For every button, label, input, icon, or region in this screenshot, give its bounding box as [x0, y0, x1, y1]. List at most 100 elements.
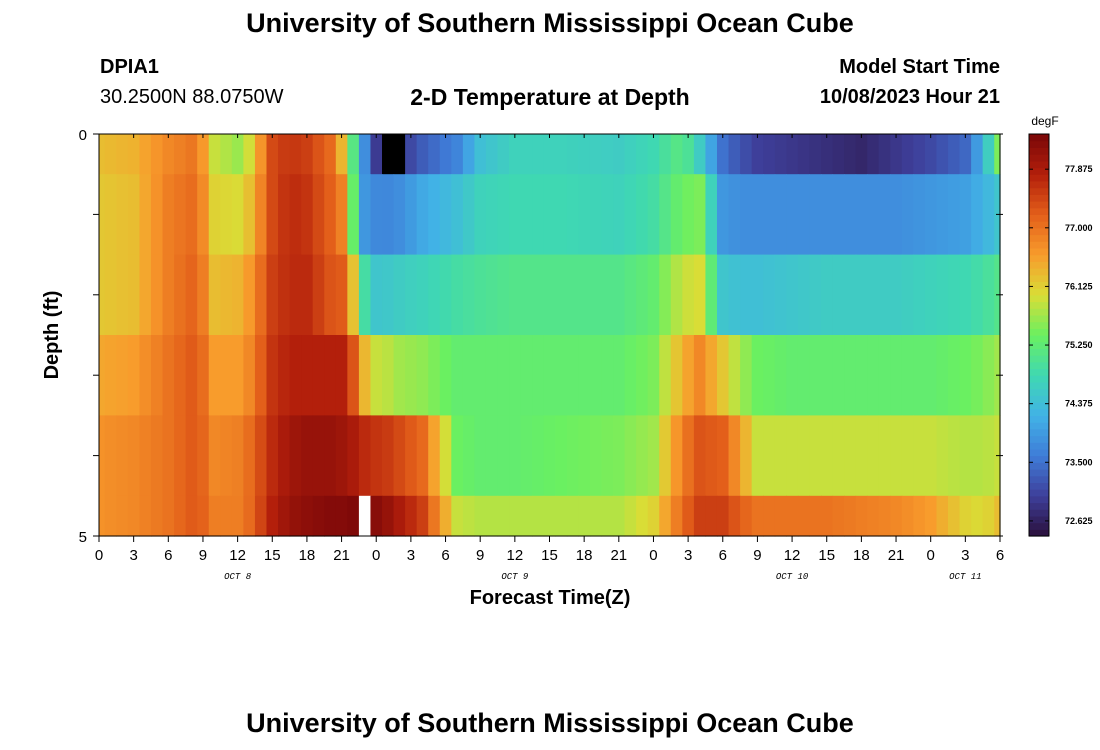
- heatmap-cell: [139, 254, 152, 336]
- heatmap-cell: [578, 495, 591, 537]
- heatmap-cell: [497, 134, 510, 175]
- heatmap-cell: [150, 254, 164, 336]
- heatmap-cell: [358, 174, 372, 256]
- colorbar-swatch: [1029, 422, 1049, 430]
- heatmap-cell: [913, 174, 926, 256]
- heatmap-cell: [682, 134, 695, 175]
- heatmap-cell: [589, 335, 603, 416]
- heatmap-cell: [474, 134, 487, 175]
- heatmap-cell: [959, 134, 972, 175]
- heatmap-cell: [370, 174, 383, 256]
- x-tick-label: 15: [541, 547, 558, 564]
- colorbar-swatch: [1029, 469, 1049, 477]
- heatmap-cell: [751, 335, 764, 416]
- colorbar-tick-label: 73.500: [1065, 457, 1093, 467]
- heatmap-cell: [485, 495, 499, 537]
- heatmap-cell: [301, 495, 314, 537]
- heatmap-cell: [844, 254, 857, 336]
- heatmap-cell: [439, 174, 452, 256]
- heatmap-cell: [185, 174, 198, 256]
- heatmap-cell: [208, 254, 221, 336]
- heatmap-cell: [220, 134, 233, 175]
- colorbar: 72.625 73.500 74.375 75.250 76.125 77.000 77.8…: [1028, 133, 1093, 537]
- heatmap-cell: [728, 335, 741, 416]
- heatmap-cell: [416, 335, 429, 416]
- colorbar-tick-label: 74.375: [1065, 399, 1093, 409]
- heatmap-cell: [636, 495, 649, 537]
- model-start-label: Model Start Time: [839, 56, 1000, 78]
- heatmap-cell: [231, 495, 244, 537]
- heatmap-cell: [716, 415, 730, 497]
- heatmap-cell: [647, 495, 660, 537]
- heatmap-cell: [382, 415, 395, 497]
- heatmap-cell: [116, 134, 129, 175]
- heatmap-cell: [220, 415, 233, 497]
- heatmap-cell: [763, 254, 776, 336]
- heatmap-cell: [393, 495, 406, 537]
- heatmap-cell: [763, 134, 776, 175]
- heatmap-cell: [543, 335, 556, 416]
- colorbar-swatch: [1029, 355, 1049, 363]
- heatmap-cell: [301, 134, 314, 175]
- heatmap-cell: [555, 134, 568, 175]
- heatmap-cell: [266, 415, 279, 497]
- x-tick-label: 9: [753, 547, 761, 564]
- heatmap-cell: [844, 335, 857, 416]
- heatmap-cell: [139, 495, 152, 537]
- heatmap-cell: [393, 174, 406, 256]
- heatmap-cell: [104, 495, 117, 537]
- heatmap-cell: [936, 495, 949, 537]
- heatmap-cell: [682, 254, 695, 336]
- heatmap-cell: [99, 415, 106, 497]
- heatmap-cell: [370, 495, 383, 537]
- heatmap-cell: [289, 254, 302, 336]
- heatmap-cell: [289, 174, 302, 256]
- heatmap-cell: [485, 254, 499, 336]
- heatmap-cell: [797, 174, 810, 256]
- heatmap-cell: [520, 134, 533, 175]
- heatmap-cell: [613, 415, 626, 497]
- heatmap-cell: [439, 495, 452, 537]
- heatmap-cell: [601, 174, 614, 256]
- heatmap-cell: [613, 174, 626, 256]
- heatmap-cell: [589, 134, 603, 175]
- heatmap-cell: [347, 415, 360, 497]
- heatmap-cell: [520, 254, 533, 336]
- heatmap-cell: [716, 495, 730, 537]
- heatmap-cell: [150, 335, 164, 416]
- heatmap-cell: [428, 415, 441, 497]
- heatmap-cell: [948, 495, 961, 537]
- heatmap-cell: [220, 174, 233, 256]
- heatmap-cell: [924, 174, 938, 256]
- heatmap-cell: [832, 254, 845, 336]
- colorbar-swatch: [1029, 194, 1049, 202]
- colorbar-swatch: [1029, 268, 1049, 276]
- heatmap-cell: [370, 415, 383, 497]
- heatmap-cell: [948, 174, 961, 256]
- page-title: University of Southern Mississippi Ocean…: [246, 8, 854, 38]
- heatmap-cell: [532, 174, 545, 256]
- heatmap-cell: [428, 134, 441, 175]
- heatmap-cell: [624, 174, 637, 256]
- heatmap-cell: [855, 254, 868, 336]
- colorbar-swatch: [1029, 402, 1049, 410]
- heatmap-cell: [913, 254, 926, 336]
- heatmap-cell: [670, 254, 683, 336]
- heatmap-cell: [185, 495, 198, 537]
- heatmap-cell: [139, 174, 152, 256]
- heatmap-cell: [312, 134, 325, 175]
- colorbar-swatch: [1029, 134, 1049, 142]
- heatmap-cell: [809, 415, 822, 497]
- heatmap-cell: [566, 415, 579, 497]
- heatmap-cell: [924, 254, 938, 336]
- heatmap-cell: [532, 254, 545, 336]
- heatmap-cell: [924, 415, 938, 497]
- heatmap-cell: [878, 495, 891, 537]
- heatmap-cell: [647, 134, 660, 175]
- heatmap-cell: [451, 335, 464, 416]
- heatmap-cell: [543, 254, 556, 336]
- colorbar-swatch: [1029, 455, 1049, 463]
- colorbar-swatch: [1029, 274, 1049, 282]
- heatmap-cell: [763, 495, 776, 537]
